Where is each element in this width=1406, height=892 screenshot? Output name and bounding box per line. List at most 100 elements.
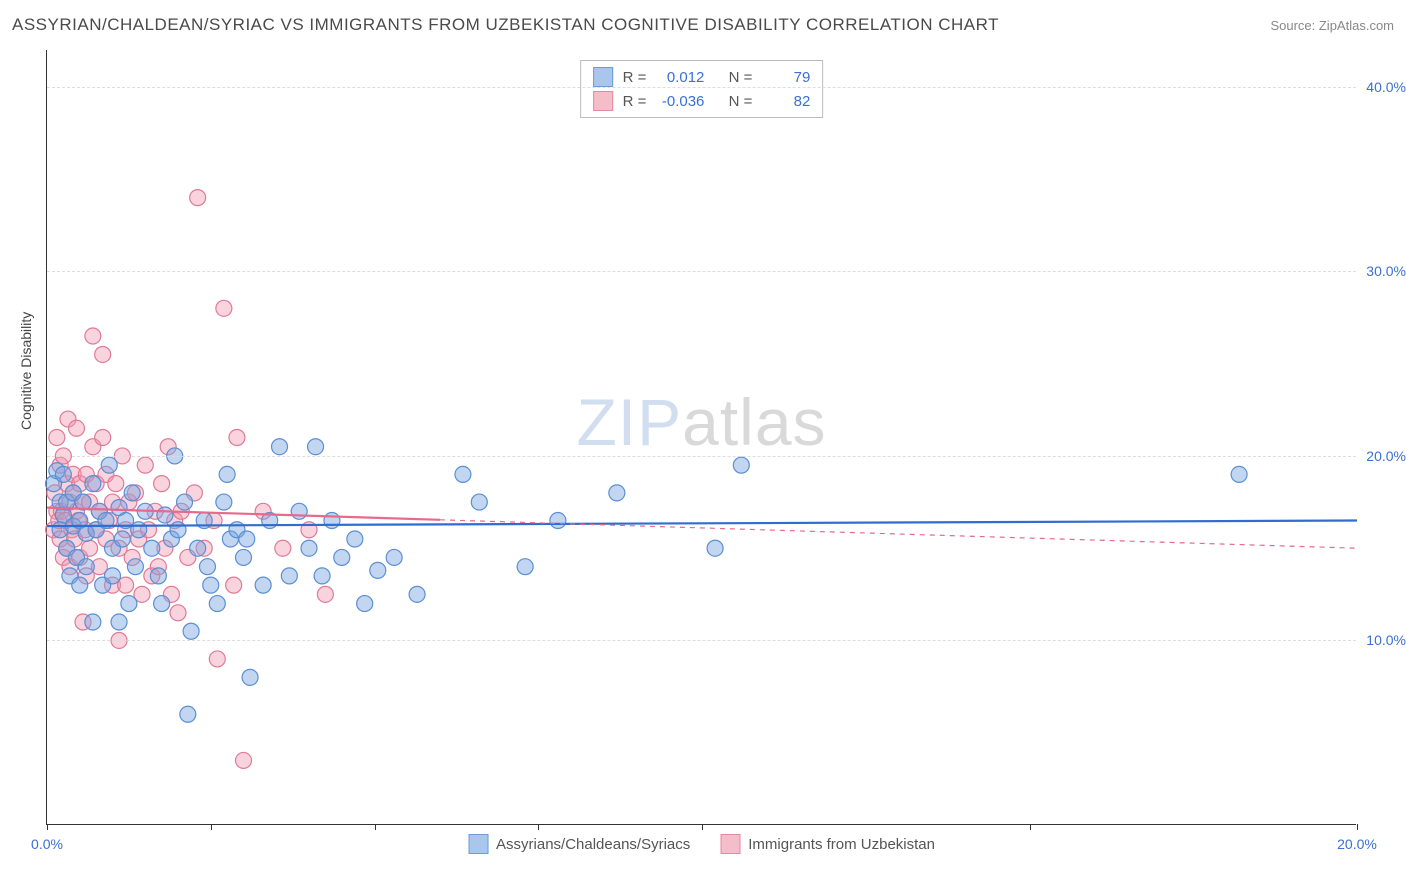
scatter-point: [85, 476, 101, 492]
scatter-point: [455, 466, 471, 482]
scatter-point: [157, 507, 173, 523]
scatter-point: [242, 669, 258, 685]
scatter-point: [95, 430, 111, 446]
scatter-point: [144, 540, 160, 556]
x-tick-mark: [1030, 824, 1031, 830]
scatter-point: [357, 596, 373, 612]
n-label: N =: [729, 93, 753, 110]
gridline-h: [47, 271, 1356, 272]
swatch-series-0: [593, 67, 613, 87]
x-tick-mark: [47, 824, 48, 830]
scatter-point: [114, 531, 130, 547]
scatter-point: [291, 503, 307, 519]
scatter-point: [180, 706, 196, 722]
scatter-point: [183, 623, 199, 639]
y-tick-label: 10.0%: [1361, 632, 1406, 648]
scatter-point: [127, 559, 143, 575]
scatter-point: [55, 466, 71, 482]
scatter-point: [101, 457, 117, 473]
scatter-point: [255, 577, 271, 593]
scatter-point: [517, 559, 533, 575]
scatter-point: [209, 651, 225, 667]
scatter-point: [281, 568, 297, 584]
x-tick-mark: [538, 824, 539, 830]
scatter-point: [216, 494, 232, 510]
scatter-point: [78, 559, 94, 575]
scatter-point: [317, 586, 333, 602]
gridline-h: [47, 87, 1356, 88]
scatter-point: [105, 568, 121, 584]
scatter-point: [49, 430, 65, 446]
n-label: N =: [729, 69, 753, 86]
x-tick-mark: [1357, 824, 1358, 830]
stats-row-series-1: R = -0.036 N = 82: [593, 89, 811, 113]
bottom-legend: Assyrians/Chaldeans/Syriacs Immigrants f…: [468, 834, 935, 854]
stats-legend: R = 0.012 N = 79 R = -0.036 N = 82: [580, 60, 824, 118]
scatter-point: [150, 568, 166, 584]
r-label: R =: [623, 69, 647, 86]
scatter-point: [229, 430, 245, 446]
scatter-point: [170, 605, 186, 621]
r-value-1: -0.036: [656, 93, 704, 110]
legend-label-1: Immigrants from Uzbekistan: [748, 836, 935, 853]
gridline-h: [47, 640, 1356, 641]
scatter-point: [1231, 466, 1247, 482]
scatter-point: [226, 577, 242, 593]
scatter-point: [314, 568, 330, 584]
y-tick-label: 30.0%: [1361, 263, 1406, 279]
legend-swatch-1: [720, 834, 740, 854]
legend-item-1: Immigrants from Uzbekistan: [720, 834, 935, 854]
scatter-point: [334, 549, 350, 565]
scatter-point: [550, 513, 566, 529]
scatter-point: [209, 596, 225, 612]
plot-svg: [47, 50, 1356, 824]
scatter-point: [347, 531, 363, 547]
x-tick-mark: [702, 824, 703, 830]
swatch-series-1: [593, 91, 613, 111]
y-tick-label: 40.0%: [1361, 79, 1406, 95]
scatter-point: [95, 346, 111, 362]
scatter-point: [68, 420, 84, 436]
scatter-point: [733, 457, 749, 473]
scatter-point: [190, 190, 206, 206]
scatter-point: [131, 522, 147, 538]
scatter-point: [308, 439, 324, 455]
scatter-point: [85, 614, 101, 630]
scatter-point: [108, 476, 124, 492]
y-axis-label: Cognitive Disability: [18, 312, 34, 430]
trend-line: [47, 521, 1357, 527]
x-tick-mark: [211, 824, 212, 830]
scatter-point: [170, 522, 186, 538]
legend-item-0: Assyrians/Chaldeans/Syriacs: [468, 834, 690, 854]
scatter-point: [272, 439, 288, 455]
r-value-0: 0.012: [656, 69, 704, 86]
scatter-point: [236, 549, 252, 565]
legend-label-0: Assyrians/Chaldeans/Syriacs: [496, 836, 690, 853]
chart-title: ASSYRIAN/CHALDEAN/SYRIAC VS IMMIGRANTS F…: [12, 15, 999, 35]
scatter-point: [236, 752, 252, 768]
stats-row-series-0: R = 0.012 N = 79: [593, 65, 811, 89]
scatter-point: [239, 531, 255, 547]
scatter-point: [190, 540, 206, 556]
n-value-0: 79: [762, 69, 810, 86]
scatter-point: [324, 513, 340, 529]
scatter-point: [370, 562, 386, 578]
y-tick-label: 20.0%: [1361, 448, 1406, 464]
scatter-point: [203, 577, 219, 593]
title-bar: ASSYRIAN/CHALDEAN/SYRIAC VS IMMIGRANTS F…: [12, 15, 1394, 35]
scatter-point: [137, 457, 153, 473]
scatter-point: [386, 549, 402, 565]
scatter-point: [72, 577, 88, 593]
legend-swatch-0: [468, 834, 488, 854]
scatter-point: [471, 494, 487, 510]
scatter-point: [121, 596, 137, 612]
x-tick-label: 20.0%: [1337, 836, 1377, 852]
plot-area: ZIPatlas R = 0.012 N = 79 R = -0.036 N =…: [46, 50, 1356, 825]
scatter-point: [301, 540, 317, 556]
r-label: R =: [623, 93, 647, 110]
scatter-point: [177, 494, 193, 510]
scatter-point: [111, 614, 127, 630]
x-tick-label: 0.0%: [31, 836, 63, 852]
scatter-point: [124, 485, 140, 501]
n-value-1: 82: [762, 93, 810, 110]
